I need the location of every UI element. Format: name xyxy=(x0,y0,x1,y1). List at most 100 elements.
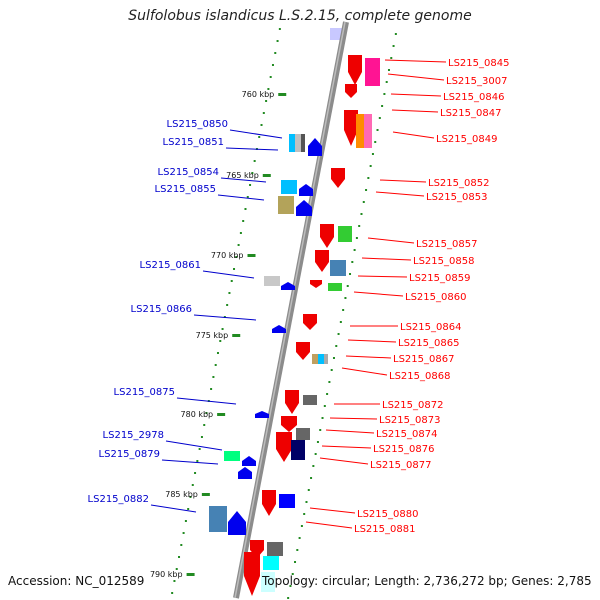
gene-arrow xyxy=(303,314,317,330)
label-leader xyxy=(353,291,404,297)
track-dot xyxy=(319,429,322,431)
gene-block xyxy=(263,556,279,570)
label-leader xyxy=(176,397,237,405)
gene-label-right: LS215_0881 xyxy=(354,524,415,535)
track-dot xyxy=(251,172,254,174)
label-leaders xyxy=(150,59,447,529)
track-dot xyxy=(178,556,181,558)
track-dot xyxy=(362,201,365,203)
track-dot xyxy=(205,412,208,414)
track-dot xyxy=(260,124,263,126)
gene-label-left: LS215_0855 xyxy=(155,184,216,195)
kbp-label: 785 kbp xyxy=(165,490,198,499)
gene-arrow xyxy=(262,490,276,516)
track-dot xyxy=(235,256,238,258)
gene-label-left: LS215_0879 xyxy=(99,449,160,460)
track-dot xyxy=(230,280,233,282)
track-dot xyxy=(191,484,194,486)
track-dot xyxy=(298,537,301,539)
gene-label-right: LS215_0845 xyxy=(448,58,509,69)
label-leader xyxy=(305,521,353,529)
label-leader xyxy=(161,459,219,465)
track-dot xyxy=(330,369,333,371)
gene-labels: LS215_0845 LS215_3007 LS215_0846 LS215_0847… xyxy=(88,58,510,535)
kbp-label: 790 kbp xyxy=(150,570,183,579)
label-leader xyxy=(392,131,435,139)
gene-label-right: LS215_0853 xyxy=(426,192,487,203)
gene-block xyxy=(291,440,305,460)
track-dot xyxy=(289,585,292,587)
gene-label-right: LS215_0858 xyxy=(413,256,474,267)
track-dot xyxy=(214,364,217,366)
label-leader xyxy=(309,507,356,514)
track-dot xyxy=(394,33,397,35)
label-leader xyxy=(325,429,375,434)
gene-block xyxy=(264,276,280,286)
gene-block xyxy=(279,494,295,508)
track-dot xyxy=(198,448,201,450)
gene-arrow xyxy=(299,184,313,196)
kbp-tick xyxy=(232,334,241,337)
track-dot xyxy=(265,100,268,102)
gene-block xyxy=(324,354,328,364)
accession-text: Accession: NC_012589 xyxy=(8,574,145,588)
track-dot xyxy=(296,549,299,551)
kbp-label: 765 kbp xyxy=(226,171,259,180)
track-dot xyxy=(242,220,245,222)
kbp-tick xyxy=(186,573,195,576)
track-dot xyxy=(210,388,213,390)
track-dot xyxy=(339,321,342,323)
track-dot xyxy=(326,393,329,395)
track-dot xyxy=(335,345,338,347)
track-dot xyxy=(342,309,345,311)
gene-label-left: LS215_0882 xyxy=(88,494,149,505)
track-dot xyxy=(244,208,247,210)
label-leader xyxy=(379,179,427,183)
gene-label-right: LS215_0860 xyxy=(405,292,466,303)
track-dot xyxy=(323,405,326,407)
gene-arrow xyxy=(238,467,252,479)
track-dot xyxy=(187,508,190,510)
gene-label-right: LS215_0847 xyxy=(440,108,501,119)
gene-label-right: LS215_0865 xyxy=(398,338,459,349)
gene-block xyxy=(278,196,294,214)
track-dot xyxy=(216,352,219,354)
gene-arrow xyxy=(345,84,357,98)
gene-label-right: LS215_0852 xyxy=(428,178,489,189)
gene-arrow xyxy=(276,432,292,462)
track-dot xyxy=(351,261,354,263)
gene-arrow xyxy=(255,411,269,418)
gene-block xyxy=(209,506,227,532)
gene-arrow xyxy=(344,110,358,146)
gene-arrow xyxy=(310,280,322,288)
track-dot xyxy=(328,381,331,383)
track-dot xyxy=(353,249,356,251)
gene-arrow xyxy=(315,250,329,272)
gene-arrow xyxy=(296,342,310,360)
gene-arrow xyxy=(281,416,297,432)
track-dot xyxy=(226,304,229,306)
gene-block xyxy=(338,226,352,242)
gene-block xyxy=(296,428,310,440)
track-dot xyxy=(196,460,199,462)
track-dot xyxy=(369,165,372,167)
label-leader xyxy=(347,339,397,343)
kbp-tick xyxy=(247,254,256,257)
track-dot xyxy=(246,196,249,198)
gene-arrow xyxy=(244,552,260,596)
track-dot xyxy=(271,64,274,66)
label-leader xyxy=(229,129,283,139)
gene-label-right: LS215_0864 xyxy=(400,322,461,333)
track-dot xyxy=(321,417,324,419)
gene-label-right: LS215_3007 xyxy=(446,76,507,87)
track-dot xyxy=(305,501,308,503)
label-leader xyxy=(150,504,197,513)
track-dot xyxy=(180,544,183,546)
gene-block xyxy=(312,354,318,364)
topology-text: Topology: circular; Length: 2,736,272 bp… xyxy=(262,574,592,588)
track-dot xyxy=(228,292,231,294)
kbp-label: 760 kbp xyxy=(242,90,275,99)
gene-label-right: LS215_0873 xyxy=(379,415,440,426)
gene-label-right: LS215_0859 xyxy=(409,273,470,284)
